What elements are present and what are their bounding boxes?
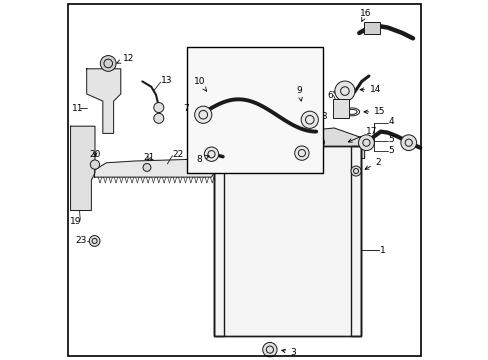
Circle shape: [262, 342, 277, 357]
Text: 12: 12: [117, 54, 134, 63]
Bar: [214, 146, 360, 336]
Circle shape: [100, 55, 116, 71]
Text: 2: 2: [365, 158, 381, 169]
Circle shape: [89, 235, 100, 246]
Circle shape: [358, 135, 373, 150]
Circle shape: [90, 160, 100, 169]
Bar: [363, 22, 379, 34]
Bar: [333, 99, 348, 118]
Circle shape: [400, 135, 416, 150]
Polygon shape: [70, 126, 95, 211]
Bar: [214, 146, 224, 336]
Circle shape: [301, 111, 318, 129]
Bar: [350, 146, 360, 336]
Text: 14: 14: [359, 85, 381, 94]
Circle shape: [153, 113, 163, 123]
Circle shape: [297, 130, 305, 138]
Text: 3: 3: [281, 348, 296, 357]
Text: 9: 9: [296, 86, 302, 101]
Polygon shape: [201, 128, 364, 158]
Circle shape: [294, 146, 308, 160]
Text: 22: 22: [172, 150, 183, 159]
Text: 1: 1: [379, 246, 385, 255]
Circle shape: [334, 81, 354, 101]
Text: 5: 5: [388, 146, 394, 155]
Text: 23: 23: [75, 237, 86, 246]
Circle shape: [153, 103, 163, 113]
Circle shape: [194, 106, 211, 123]
Circle shape: [204, 147, 218, 161]
Text: 15: 15: [363, 107, 385, 116]
Text: 6: 6: [326, 91, 332, 100]
Polygon shape: [94, 159, 215, 177]
Text: 13: 13: [161, 76, 172, 85]
Text: 7: 7: [183, 104, 189, 113]
Text: 8: 8: [196, 155, 209, 164]
Text: 11: 11: [72, 104, 83, 113]
Bar: [187, 47, 323, 173]
Polygon shape: [86, 69, 121, 134]
Text: 17: 17: [347, 127, 377, 142]
Circle shape: [142, 163, 151, 171]
Text: 16: 16: [359, 9, 371, 21]
Text: 5: 5: [388, 135, 394, 144]
Text: 19: 19: [69, 217, 81, 226]
Bar: [214, 146, 360, 336]
Circle shape: [350, 166, 360, 176]
Text: 18: 18: [308, 112, 328, 130]
Text: 20: 20: [89, 150, 101, 159]
Text: 4: 4: [388, 117, 393, 126]
Text: 10: 10: [193, 77, 206, 91]
Text: 21: 21: [143, 153, 154, 162]
